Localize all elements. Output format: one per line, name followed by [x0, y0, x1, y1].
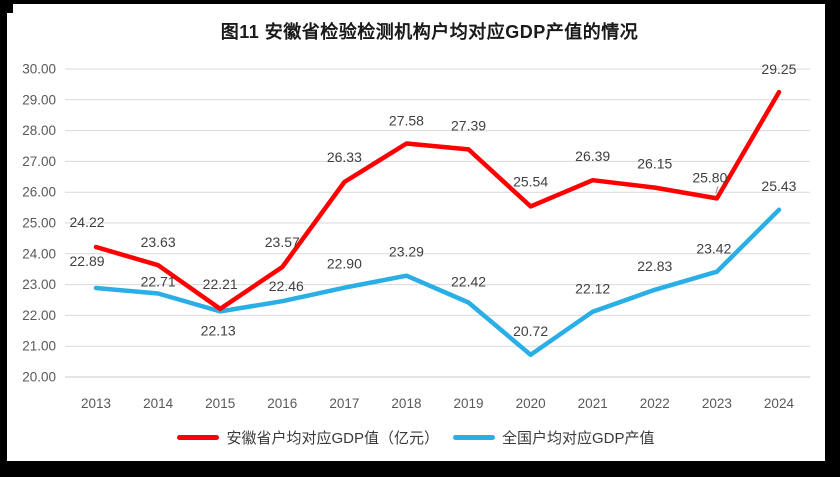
data-label: 22.13 [201, 322, 236, 338]
data-label: 22.12 [575, 281, 610, 297]
y-axis-tick-label: 29.00 [22, 92, 56, 107]
data-label: 22.21 [203, 276, 238, 292]
y-axis-tick-label: 30.00 [22, 62, 56, 77]
data-label: 27.39 [451, 117, 486, 133]
x-axis-tick-label: 2015 [205, 396, 235, 411]
x-axis-tick-label: 2017 [329, 396, 359, 411]
y-axis-tick-label: 27.00 [22, 154, 56, 169]
data-label: 25.43 [761, 178, 796, 194]
data-label: 26.15 [637, 156, 672, 172]
data-label-leader-line [715, 186, 719, 194]
x-axis-tick-label: 2024 [764, 396, 795, 411]
y-axis-tick-label: 24.00 [22, 246, 56, 261]
legend-label-national: 全国户均对应GDP产值 [502, 430, 655, 447]
data-label: 23.57 [265, 234, 300, 250]
data-label: 26.33 [327, 149, 362, 165]
data-label: 23.63 [141, 234, 176, 250]
y-axis-tick-label: 21.00 [22, 339, 56, 354]
y-axis-tick-label: 22.00 [22, 308, 56, 323]
chart-title: 图11 安徽省检验检测机构户均对应GDP产值的情况 [220, 22, 639, 42]
legend-line-swatch-red [177, 435, 220, 440]
y-axis-tick-label: 25.00 [22, 216, 56, 231]
y-axis-tick-label: 23.00 [22, 277, 56, 292]
legend-label-anhui: 安徽省户均对应GDP值（亿元） [226, 430, 439, 447]
x-axis-tick-label: 2018 [391, 396, 421, 411]
data-label: 26.39 [575, 148, 610, 164]
legend-line-swatch-blue [453, 435, 495, 440]
x-axis-tick-label: 2020 [516, 396, 546, 411]
data-label: 22.42 [451, 273, 486, 289]
x-axis-tick-label: 2022 [640, 396, 670, 411]
line-chart-plot-area: 30.00 29.00 28.00 27.00 26.00 25.00 24.00 23.00… [22, 61, 810, 411]
y-axis-tick-label: 26.00 [22, 185, 56, 200]
y-axis-tick-label: 20.00 [22, 370, 56, 385]
data-label: 22.71 [141, 274, 176, 290]
chart-legend: 安徽省户均对应GDP值（亿元） 全国户均对应GDP产值 [7, 427, 825, 448]
data-label: 25.54 [513, 173, 548, 189]
legend-item-anhui[interactable]: 安徽省户均对应GDP值（亿元） [177, 427, 439, 448]
x-axis-tick-label: 2023 [702, 396, 732, 411]
data-label: 20.72 [513, 323, 548, 339]
legend-item-national[interactable]: 全国户均对应GDP产值 [453, 427, 655, 448]
data-label: 27.58 [389, 113, 424, 129]
series-line-national[interactable] [93, 207, 782, 358]
screen-corner-artifact [0, 0, 13, 13]
chart-panel: 图11 安徽省检验检测机构户均对应GDP产值的情况 30.00 29.00 28.0… [7, 4, 825, 461]
data-label: 23.42 [696, 241, 731, 257]
data-label: 22.89 [70, 253, 105, 269]
data-label: 22.46 [269, 278, 304, 294]
data-label: 23.29 [389, 244, 424, 260]
series-line-anhui[interactable] [93, 89, 782, 312]
x-axis-tick-label: 2014 [143, 396, 174, 411]
data-label: 25.80 [692, 169, 727, 185]
x-axis-tick-label: 2016 [267, 396, 297, 411]
data-label: 22.90 [327, 256, 362, 272]
y-axis-tick-label: 28.00 [22, 123, 56, 138]
data-label: 22.83 [637, 258, 672, 274]
data-label: 24.22 [70, 214, 105, 230]
data-label: 29.25 [761, 61, 796, 77]
x-axis-tick-label: 2019 [454, 396, 484, 411]
x-axis-tick-label: 2021 [578, 396, 608, 411]
x-axis-tick-label: 2013 [81, 396, 111, 411]
